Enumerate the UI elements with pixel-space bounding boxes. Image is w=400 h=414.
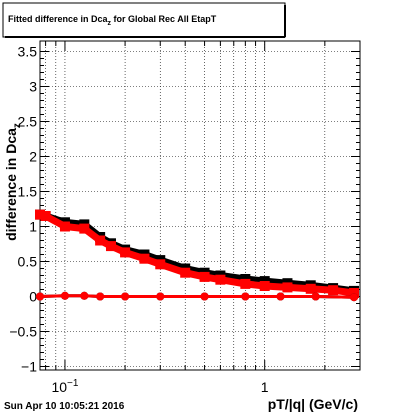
y-tick-label: 0.5 (18, 254, 38, 270)
y-tick-label: 0 (29, 289, 37, 305)
data-point-square (79, 223, 90, 234)
data-point-circle (241, 292, 250, 301)
data-point-square (180, 267, 191, 278)
y-tick-label: −1 (21, 359, 37, 375)
data-point-circle (36, 292, 44, 301)
data-point-square (95, 235, 106, 246)
x-tick-label: 1 (261, 379, 269, 395)
data-point-square (35, 209, 45, 220)
data-point-square (328, 285, 339, 296)
data-point-circle (156, 292, 165, 301)
data-point-square (105, 241, 116, 252)
data-point-square (349, 288, 360, 298)
y-tick-label: 2.5 (18, 114, 38, 130)
data-point-square (259, 281, 270, 291)
y-tick-labels: −1 −0.5 0 0.5 1 1.5 2 2.5 3 3.5 (9, 44, 37, 375)
data-marks (35, 209, 360, 302)
x-tick-label: 10−1 (51, 378, 78, 395)
axis-ticks (40, 41, 361, 370)
data-point-circle (276, 292, 285, 301)
data-point-circle (96, 292, 105, 301)
data-point-circle (80, 291, 89, 300)
timestamp: Sun Apr 10 10:05:21 2016 (4, 401, 125, 412)
data-point-square (215, 274, 226, 285)
y-tick-label: −0.5 (9, 324, 37, 340)
data-point-square (305, 283, 316, 294)
data-point-square (120, 247, 131, 258)
x-axis-label: pT/|q| (GeV/c) (268, 396, 358, 412)
data-point-square (240, 278, 251, 289)
data-point-square (155, 259, 166, 270)
data-point-circle (200, 292, 209, 301)
data-point-square (139, 253, 150, 264)
data-point-square (199, 271, 210, 282)
x-tick-labels: 10−1 1 (51, 378, 268, 395)
data-point-square (282, 282, 293, 293)
data-point-circle (311, 292, 320, 301)
y-tick-label: 3 (29, 79, 37, 95)
y-axis-label: difference in Dcaz (3, 123, 23, 241)
y-tick-label: 1.5 (18, 184, 38, 200)
data-point-circle (121, 292, 130, 301)
title-box: Fitted difference in Dcaz for Global Rec… (2, 2, 286, 38)
data-point-square (59, 221, 70, 232)
data-point-circle (60, 291, 69, 300)
y-tick-label: 1 (29, 219, 37, 235)
data-point-square (40, 211, 51, 221)
y-tick-label: 3.5 (18, 44, 38, 60)
y-tick-label: 2 (29, 149, 37, 165)
data-point-circle (350, 293, 359, 302)
chart-title: Fitted difference in Dcaz for Global Rec… (8, 14, 217, 27)
grid (40, 41, 361, 370)
